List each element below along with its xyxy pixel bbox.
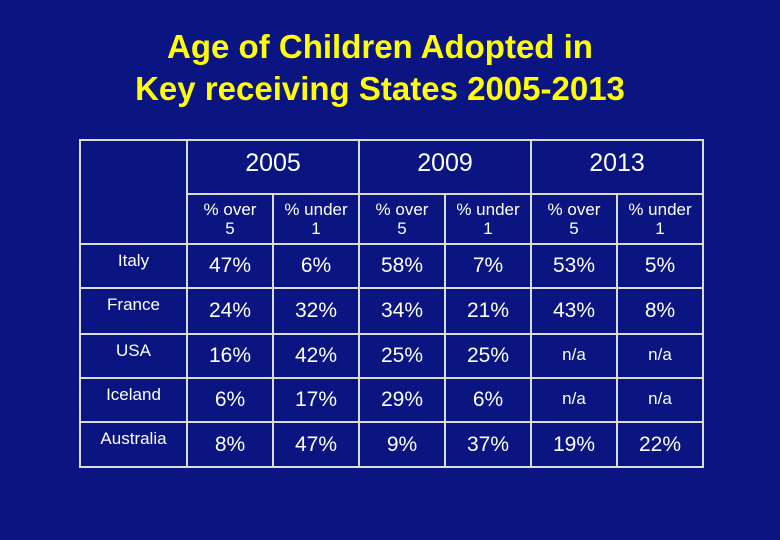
year-2005-header: 2005 (186, 139, 360, 195)
table-row-australia: Australia 8% 47% 9% 37% 19% 22% (79, 421, 704, 468)
value-cell: 43% (530, 287, 618, 335)
value-cell: 6% (272, 243, 360, 289)
value-cell: 16% (186, 333, 274, 379)
value-cell: n/a (530, 333, 618, 379)
value-cell: 8% (616, 287, 704, 335)
value-cell: 47% (272, 421, 360, 468)
value-cell: 9% (358, 421, 446, 468)
subheader-cell: % under 1 (616, 193, 704, 245)
value-cell: 34% (358, 287, 446, 335)
subheader-cell: % over 5 (358, 193, 446, 245)
subheader-row: % over 5 % under 1 % over 5 % under 1 % over… (80, 193, 704, 245)
year-2009-header: 2009 (358, 139, 532, 195)
value-cell: 5% (616, 243, 704, 289)
country-label: Australia (79, 421, 188, 468)
subheader-cell: % over 5 (530, 193, 618, 245)
value-cell: n/a (616, 333, 704, 379)
country-label: France (79, 287, 188, 335)
table-row-france: France 24% 32% 34% 21% 43% 8% (79, 287, 704, 335)
value-cell: 8% (186, 421, 274, 468)
country-label: USA (79, 333, 188, 379)
value-cell: 37% (444, 421, 532, 468)
value-cell: 42% (272, 333, 360, 379)
value-cell: 22% (616, 421, 704, 468)
table-row-usa: USA 16% 42% 25% 25% n/a n/a (79, 333, 704, 379)
table-row-italy: Italy 47% 6% 58% 7% 53% 5% (79, 243, 704, 289)
corner-cell (79, 139, 188, 245)
value-cell: 17% (272, 377, 360, 423)
title-line-2: Key receiving States 2005-2013 (135, 70, 625, 107)
table-row-iceland: Iceland 6% 17% 29% 6% n/a n/a (79, 377, 704, 423)
value-cell: 25% (358, 333, 446, 379)
value-cell: 19% (530, 421, 618, 468)
value-cell: n/a (530, 377, 618, 423)
value-cell: 47% (186, 243, 274, 289)
value-cell: 32% (272, 287, 360, 335)
subheader-cell: % over 5 (186, 193, 274, 245)
value-cell: 58% (358, 243, 446, 289)
value-cell: 7% (444, 243, 532, 289)
value-cell: 21% (444, 287, 532, 335)
slide-title: Age of Children Adopted in Key receiving… (0, 26, 760, 110)
value-cell: 53% (530, 243, 618, 289)
title-line-1: Age of Children Adopted in (167, 28, 593, 65)
year-header-row: 2005 2009 2013 (79, 139, 704, 245)
subheader-cell: % under 1 (444, 193, 532, 245)
value-cell: 24% (186, 287, 274, 335)
value-cell: n/a (616, 377, 704, 423)
value-cell: 29% (358, 377, 446, 423)
country-label: Italy (79, 243, 188, 289)
country-label: Iceland (79, 377, 188, 423)
year-2013-header: 2013 (530, 139, 704, 195)
value-cell: 6% (444, 377, 532, 423)
subheader-cell: % under 1 (272, 193, 360, 245)
value-cell: 6% (186, 377, 274, 423)
value-cell: 25% (444, 333, 532, 379)
adoption-age-table: 2005 2009 2013 % over 5 % under 1 % over 5 … (79, 139, 704, 468)
